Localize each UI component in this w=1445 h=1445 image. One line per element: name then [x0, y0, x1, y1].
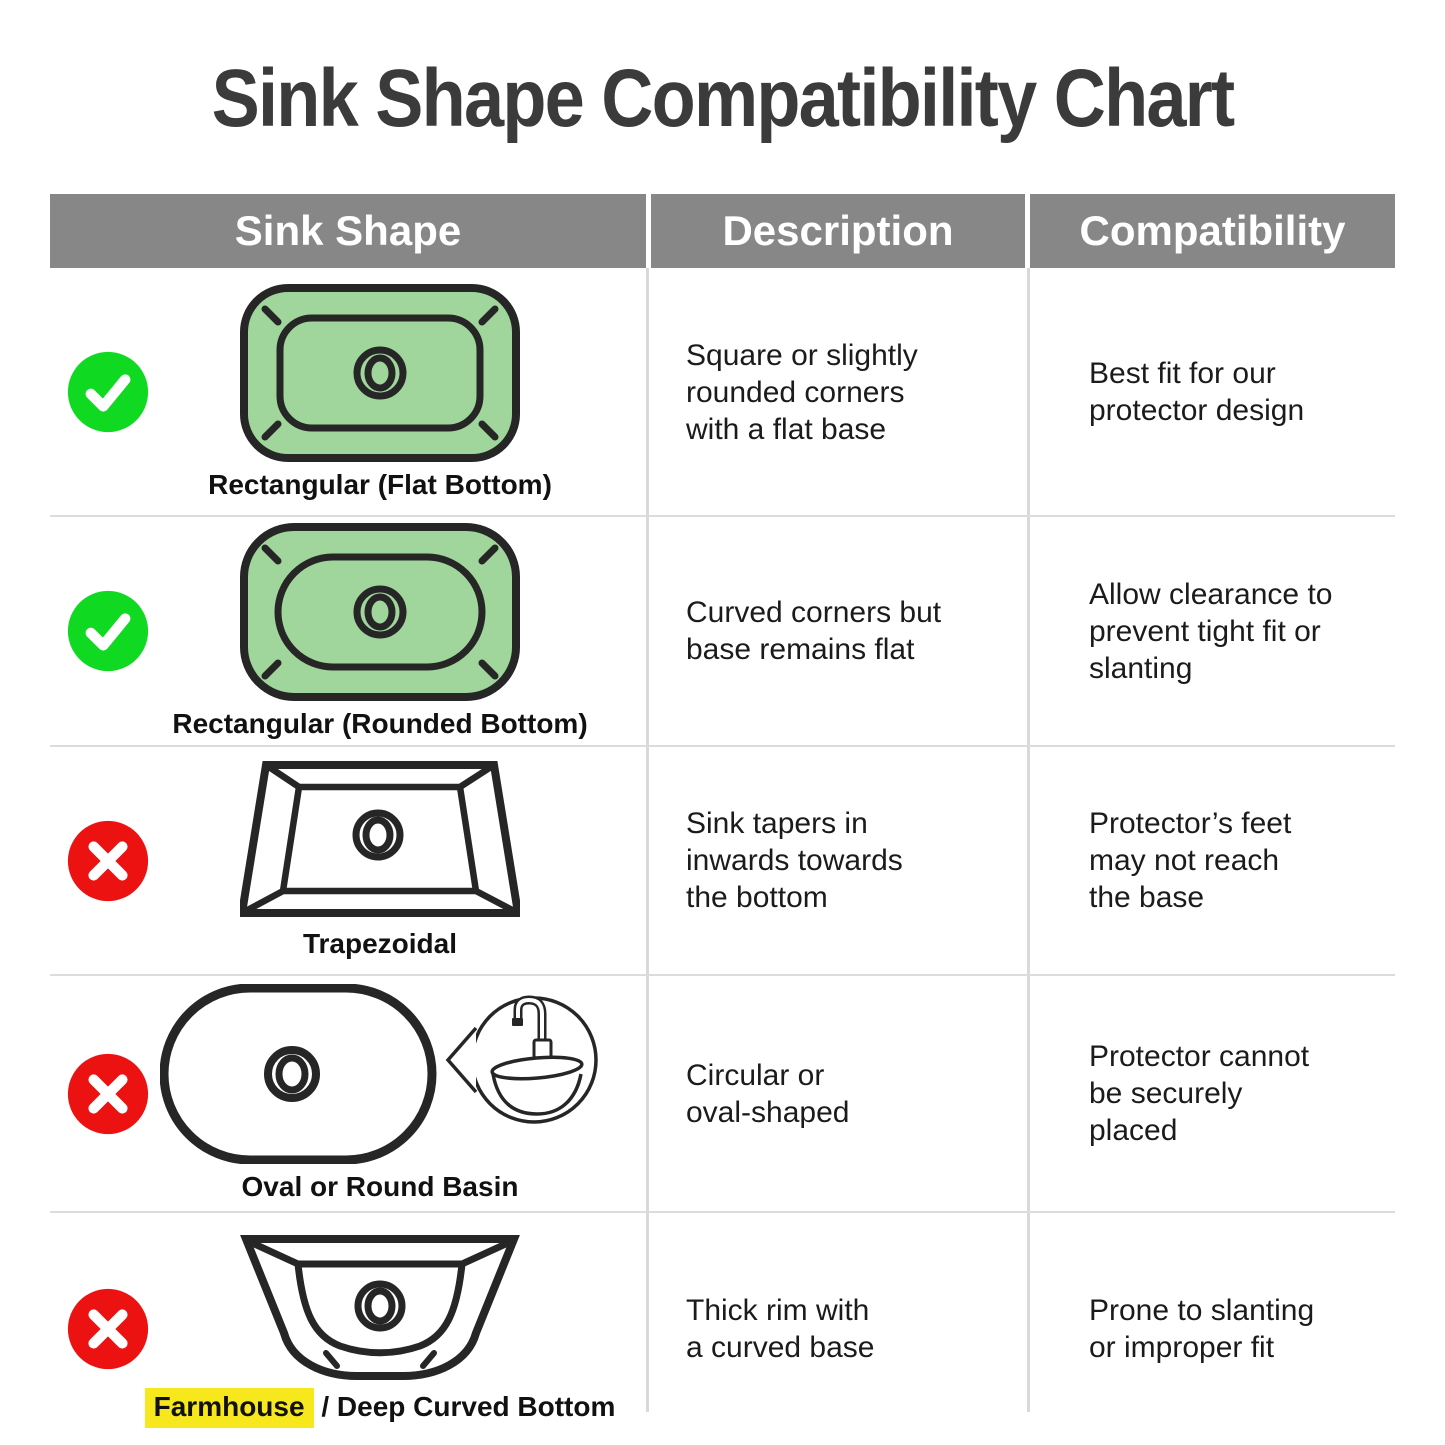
highlighted-label-text: Farmhouse — [144, 1388, 314, 1428]
compatibility-cell: Protector’s feet may not reach the base — [1089, 746, 1389, 975]
table-row: Rectangular (Rounded Bottom) Curved corn… — [50, 516, 1395, 746]
compatibility-table: Sink Shape Description Compatibility — [50, 194, 1395, 1445]
oval-basin-icon — [160, 984, 598, 1164]
compatibility-cell: Protector cannot be securely placed — [1089, 975, 1389, 1212]
cross-icon — [66, 1287, 150, 1371]
sink-shape-label: Farmhouse / Deep Curved Bottom — [144, 1388, 615, 1428]
rectangular-rounded-bottom-sink-icon — [240, 522, 520, 701]
description-cell: Square or slightly rounded corners with … — [686, 268, 1021, 516]
table-row: Oval or Round Basin Circular or oval-sha… — [50, 975, 1395, 1212]
check-icon — [66, 589, 150, 673]
row-separator — [50, 1211, 1395, 1213]
sink-shape-label: Oval or Round Basin — [241, 1171, 519, 1202]
description-text: Thick rim with a curved base — [686, 1293, 875, 1364]
description-cell: Circular or oval-shaped — [686, 975, 1021, 1212]
compatibility-text: Allow clearance to prevent tight fit or … — [1089, 577, 1333, 685]
compatibility-text: Protector’s feet may not reach the base — [1089, 807, 1292, 914]
compatibility-cell: Allow clearance to prevent tight fit or … — [1089, 516, 1389, 746]
table-header-compatibility: Compatibility — [1030, 194, 1395, 268]
description-cell: Thick rim with a curved base — [686, 1212, 1021, 1445]
compatibility-text: Best fit for our protector design — [1089, 357, 1305, 427]
description-text: Circular or oval-shaped — [686, 1058, 850, 1129]
column-divider — [1027, 268, 1030, 1412]
row-separator — [50, 515, 1395, 517]
farmhouse-sink-icon — [240, 1235, 520, 1380]
sink-shape-cell: Trapezoidal — [110, 746, 650, 975]
table-header-sink-shape: Sink Shape — [50, 194, 646, 268]
sink-shape-cell: Rectangular (Flat Bottom) — [110, 268, 650, 516]
compatibility-text: Protector cannot be securely placed — [1089, 1040, 1310, 1147]
cross-icon — [66, 1052, 150, 1136]
compatibility-text: Prone to slanting or improper fit — [1089, 1293, 1315, 1364]
table-row: Trapezoidal Sink tapers in inwards towar… — [50, 746, 1395, 975]
sink-shape-label: Rectangular (Rounded Bottom) — [172, 707, 588, 739]
speech-bubble-sink-side-view-icon — [445, 995, 598, 1124]
table-row: Farmhouse / Deep Curved Bottom Thick rim… — [50, 1212, 1395, 1445]
sink-shape-label: Rectangular (Flat Bottom) — [208, 468, 552, 500]
compatibility-cell: Best fit for our protector design — [1089, 268, 1389, 516]
description-text: Curved corners but base remains flat — [686, 596, 942, 666]
description-cell: Curved corners but base remains flat — [686, 516, 1021, 746]
sink-shape-cell: Farmhouse / Deep Curved Bottom — [110, 1212, 650, 1445]
page-title: Sink Shape Compatibility Chart — [211, 53, 1236, 144]
column-divider — [646, 268, 649, 1412]
check-icon — [66, 350, 150, 434]
compatibility-cell: Prone to slanting or improper fit — [1089, 1212, 1389, 1445]
rectangular-flat-bottom-sink-icon — [240, 283, 520, 462]
table-row: Rectangular (Flat Bottom) Square or slig… — [50, 268, 1395, 516]
trapezoidal-sink-icon — [240, 761, 520, 917]
description-text: Sink tapers in inwards towards the botto… — [686, 807, 903, 914]
row-separator — [50, 974, 1395, 976]
cross-icon — [66, 819, 150, 903]
row-separator — [50, 745, 1395, 747]
description-text: Square or slightly rounded corners with … — [686, 338, 918, 446]
sink-shape-cell: Rectangular (Rounded Bottom) — [110, 516, 650, 746]
table-header-description: Description — [651, 194, 1025, 268]
sink-shape-cell: Oval or Round Basin — [110, 975, 650, 1212]
description-cell: Sink tapers in inwards towards the botto… — [686, 746, 1021, 975]
sink-shape-label: Trapezoidal — [302, 928, 458, 959]
